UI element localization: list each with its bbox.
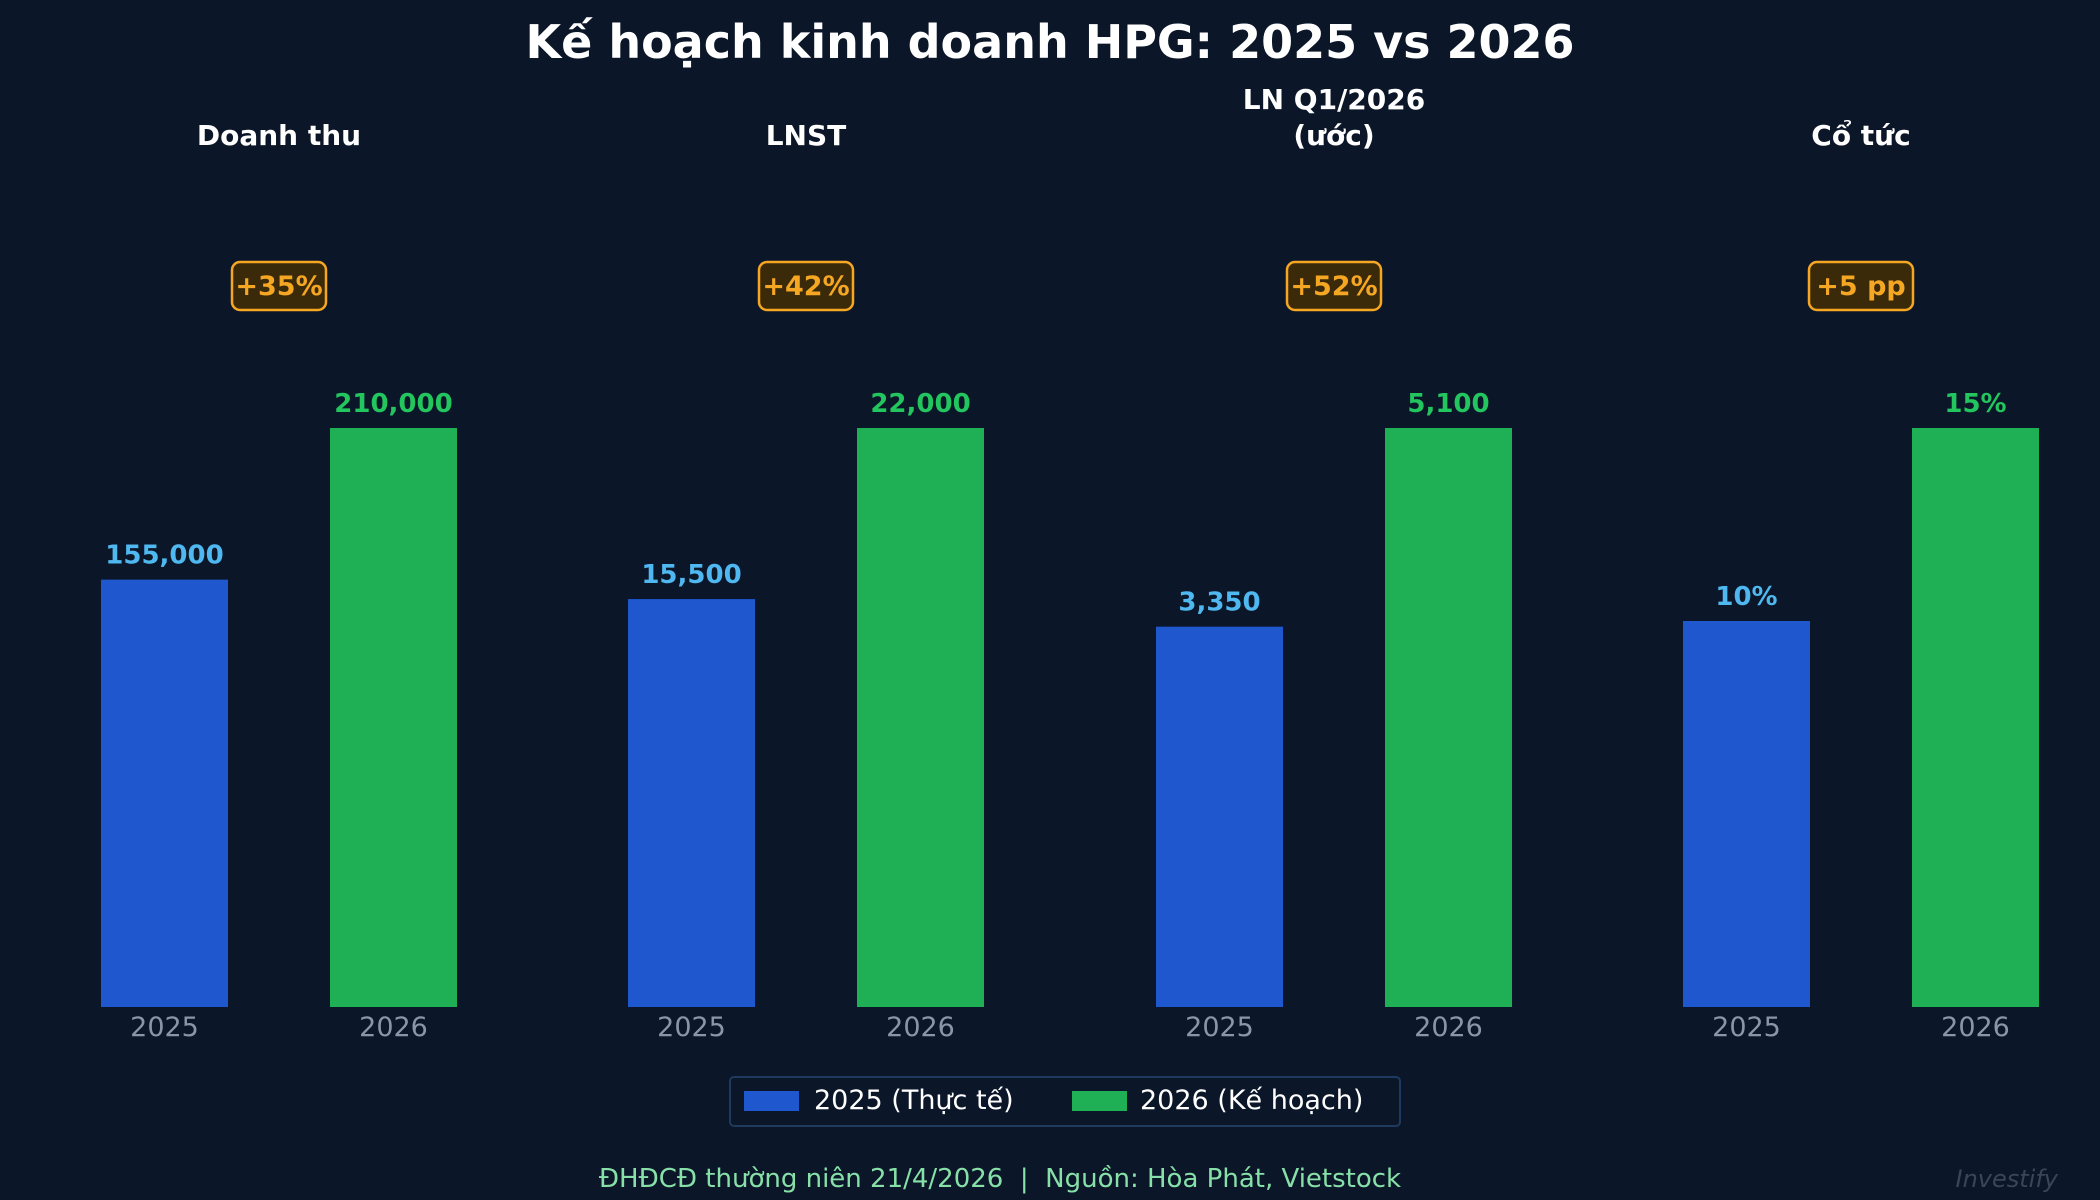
x-tick-label: 2025 — [1712, 1012, 1781, 1043]
bar-2025 — [628, 599, 755, 1007]
legend-label-2026: 2026 (Kế hoạch) — [1140, 1085, 1363, 1116]
change-badge-text: +52% — [1290, 271, 1377, 302]
bar-2026 — [330, 428, 457, 1007]
chart-title: Kế hoạch kinh doanh HPG: 2025 vs 2026 — [525, 15, 1574, 69]
bar-2026 — [1385, 428, 1512, 1007]
x-tick-label: 2025 — [130, 1012, 199, 1043]
panel-3: Cổ tức +5 pp 10% 2025 15% 2026 — [1683, 118, 2039, 1043]
bar-2025 — [1156, 626, 1283, 1007]
legend-box — [729, 1076, 1401, 1127]
change-badge — [1285, 260, 1383, 312]
panel-title: Cổ tức — [1811, 118, 1910, 152]
bar-2025 — [101, 579, 228, 1007]
panel-title: LNST — [766, 119, 847, 152]
x-tick-label: 2026 — [359, 1012, 428, 1043]
data-label: 5,100 — [1407, 389, 1489, 419]
data-label: 15% — [1944, 389, 2006, 419]
data-label: 15,500 — [641, 560, 741, 590]
data-label: 10% — [1715, 582, 1777, 612]
legend-swatch-2026 — [1072, 1091, 1127, 1111]
bar-2026 — [857, 428, 984, 1007]
panel-title: (ước) — [1293, 119, 1374, 152]
footer-source: ĐHĐCĐ thường niên 21/4/2026 | Nguồn: Hòa… — [599, 1164, 1401, 1194]
change-badge-text: +35% — [235, 271, 322, 302]
panel-title: LN Q1/2026 — [1243, 83, 1425, 116]
change-badge — [757, 260, 855, 312]
brand-watermark: Investify — [1956, 1165, 2059, 1193]
x-tick-label: 2026 — [886, 1012, 955, 1043]
x-tick-label: 2025 — [1185, 1012, 1254, 1043]
x-tick-label: 2025 — [657, 1012, 726, 1043]
bar-2025 — [1683, 621, 1810, 1007]
panel-title: Doanh thu — [197, 119, 361, 152]
change-badge-text: +42% — [762, 271, 849, 302]
panel-0: Doanh thu +35% 155,000 2025 210,000 2026 — [101, 119, 457, 1043]
change-badge-text: +5 pp — [1816, 271, 1905, 302]
change-badge — [230, 260, 328, 312]
legend-swatch-2025 — [744, 1091, 799, 1111]
change-badge — [1807, 260, 1915, 312]
data-label: 3,350 — [1178, 588, 1260, 618]
data-label: 210,000 — [334, 389, 452, 419]
panel-2: LN Q1/2026(ước) +52% 3,350 2025 5,100 2026 — [1156, 83, 1512, 1043]
legend-label-2025: 2025 (Thực tế) — [814, 1085, 1014, 1116]
x-tick-label: 2026 — [1941, 1012, 2010, 1043]
panel-1: LNST +42% 15,500 2025 22,000 2026 — [628, 119, 984, 1043]
data-label: 22,000 — [870, 389, 970, 419]
x-tick-label: 2026 — [1414, 1012, 1483, 1043]
data-label: 155,000 — [105, 541, 223, 571]
legend: 2025 (Thực tế) 2026 (Kế hoạch) — [729, 1076, 1401, 1127]
bar-2026 — [1912, 428, 2039, 1007]
